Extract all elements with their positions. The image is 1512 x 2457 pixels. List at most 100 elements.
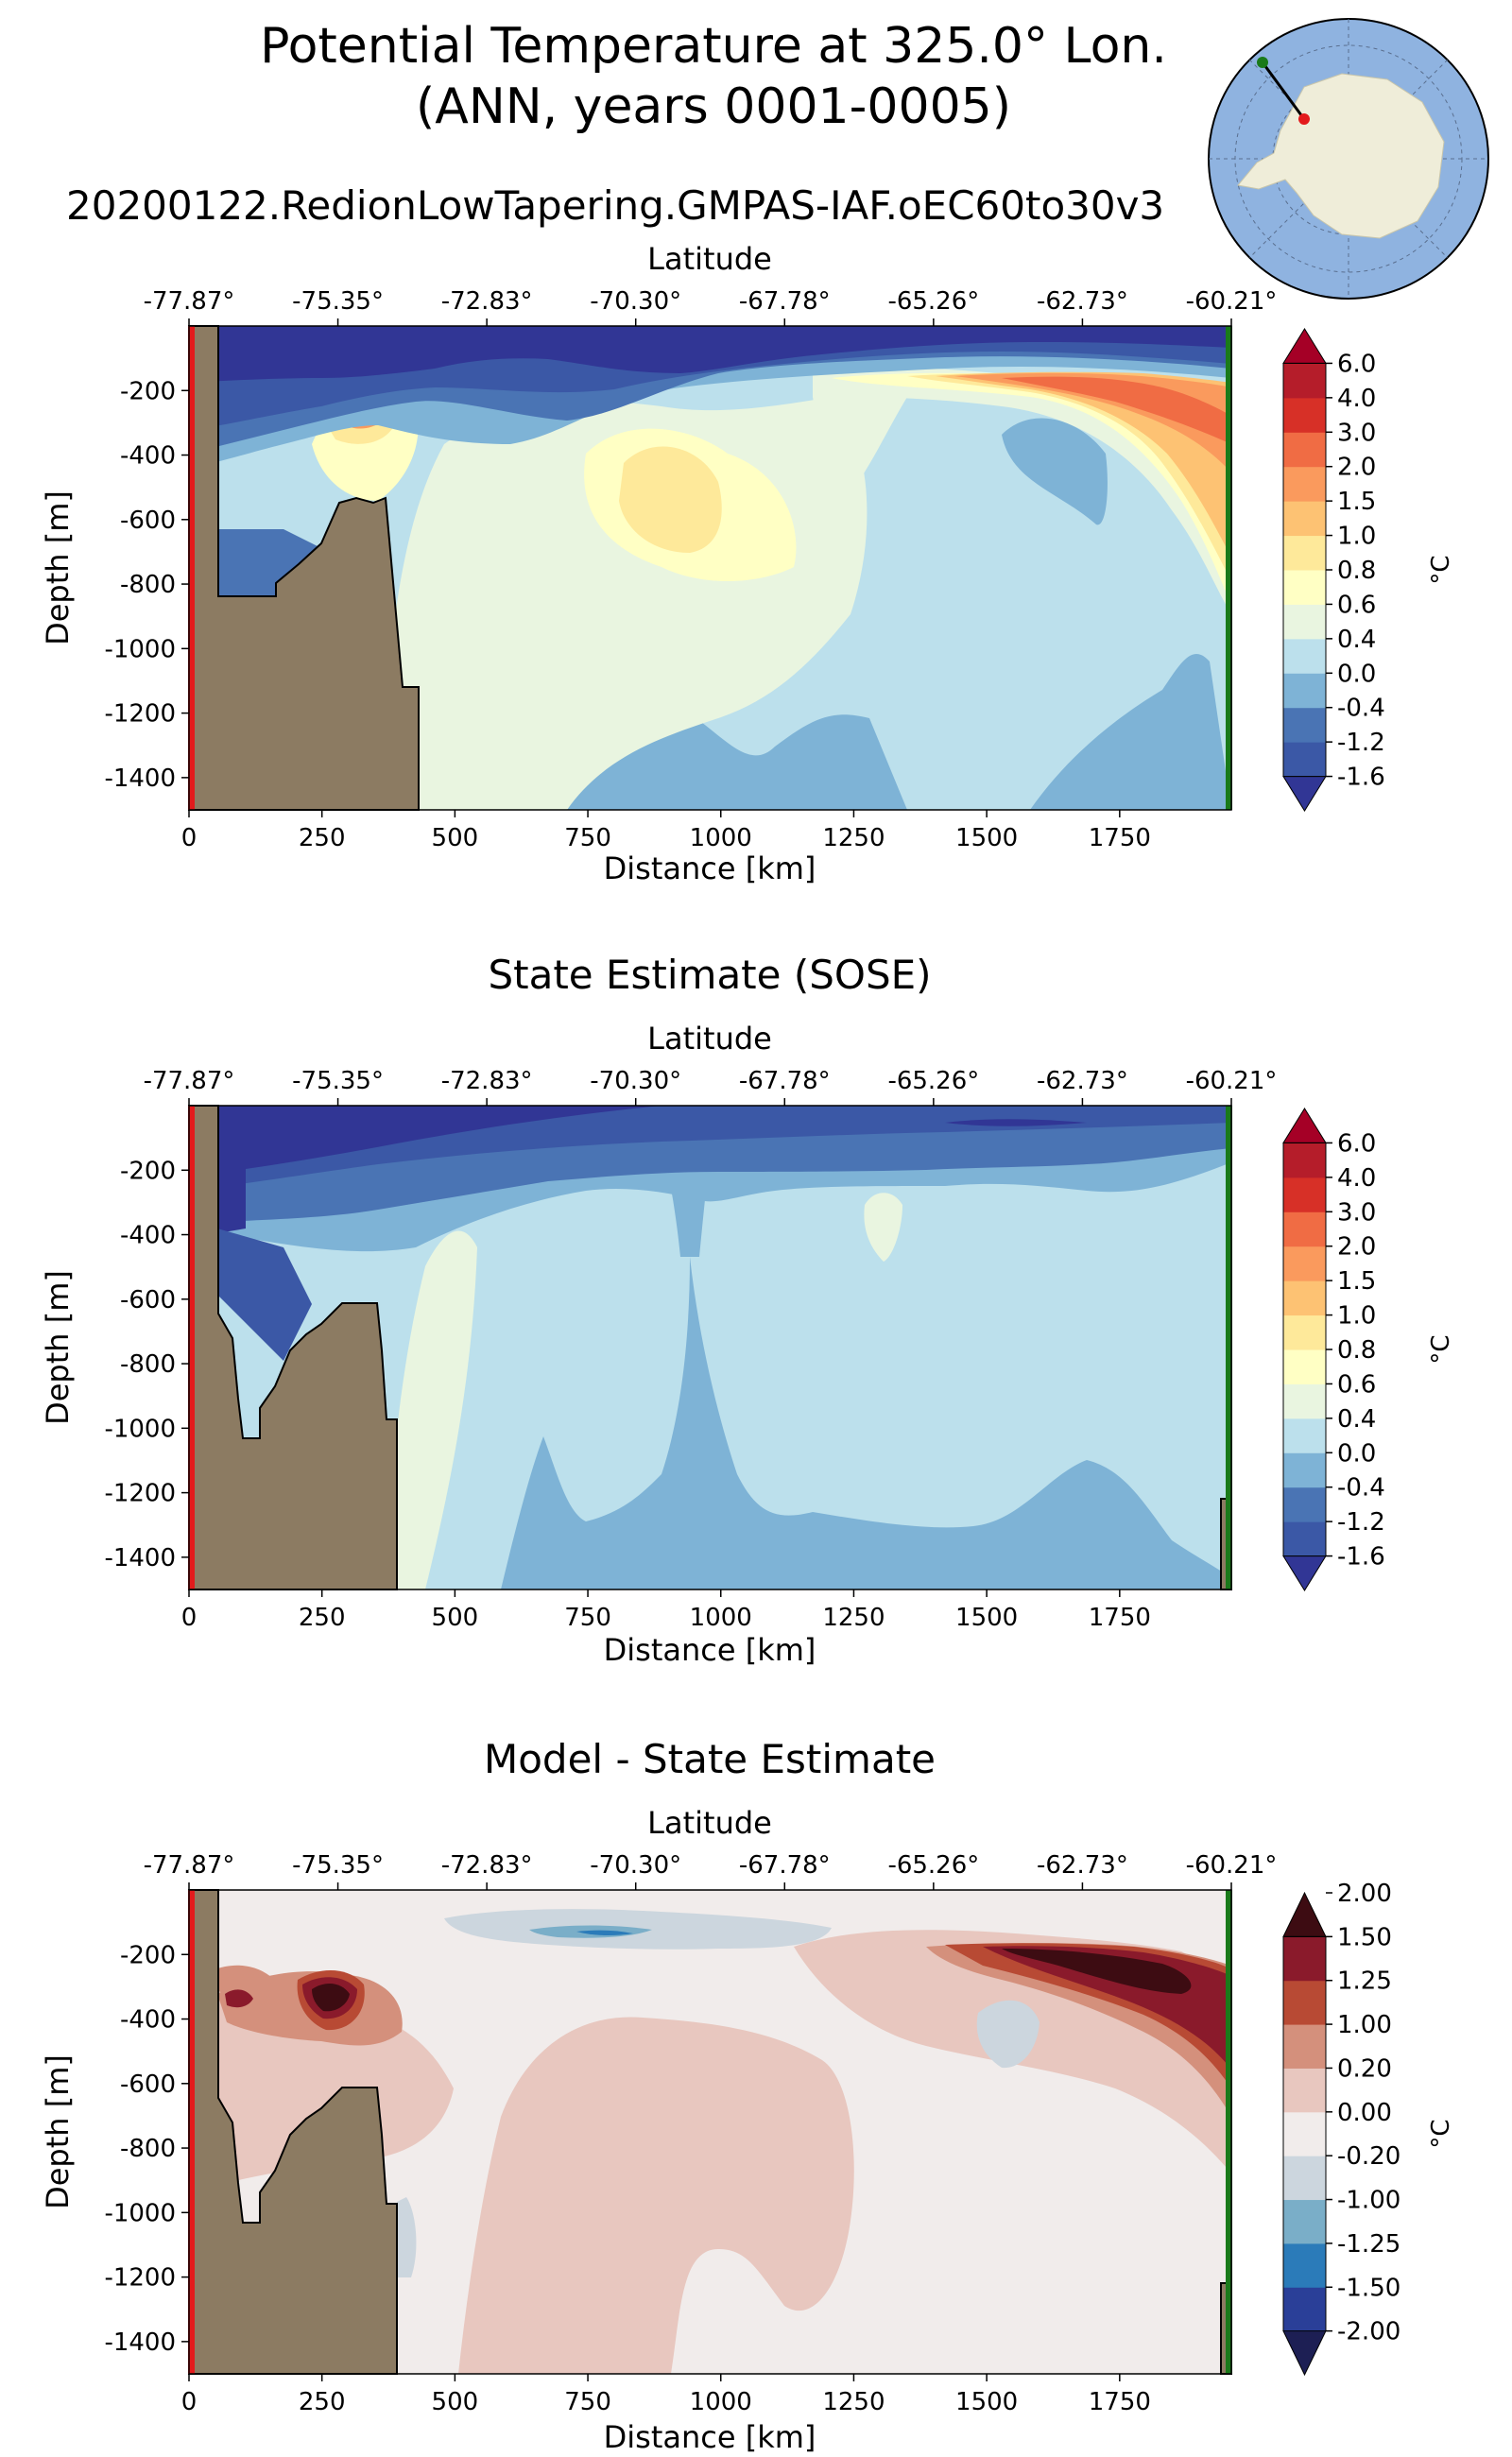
x-axis-label: Distance [km] [604, 2419, 816, 2455]
colorbar-tick-label: 0.0 [1337, 1439, 1376, 1468]
y-tick-label: -800 [120, 571, 176, 599]
section-end-marker [1257, 57, 1268, 68]
x-tick-label: 250 [299, 1604, 346, 1632]
section-start-line [188, 1106, 195, 1589]
colorbar-swatch [1283, 2287, 1326, 2332]
x-tick-label: 1000 [690, 2388, 752, 2416]
y-tick-label: -600 [120, 507, 176, 535]
colorbar-swatch [1283, 673, 1326, 709]
bathymetry [188, 1889, 398, 2375]
section-end-line [1226, 326, 1232, 810]
colorbar-unit-label: °C [1427, 555, 1455, 584]
contour-band [189, 326, 1231, 383]
y-tick-label: -200 [120, 1941, 176, 1969]
x-tick-label: 500 [432, 1604, 479, 1632]
colorbar-swatch [1283, 1143, 1326, 1178]
y-tick-label: -400 [120, 2006, 176, 2035]
colorbar-swatch [1283, 1349, 1326, 1384]
panel-title: Model - State Estimate [484, 1736, 936, 1782]
inset-map [1208, 18, 1489, 300]
x-tick-label: 750 [564, 1604, 611, 1632]
latitude-tick-label: -65.26° [887, 287, 979, 316]
colorbar-swatch [1283, 1177, 1326, 1212]
colorbar-tick-label: -0.4 [1337, 1474, 1385, 1503]
figure-title-line1: Potential Temperature at 325.0° Lon. [260, 18, 1167, 75]
plot-frame [188, 1105, 1232, 1590]
colorbar-swatch [1283, 1211, 1326, 1247]
colorbar-tick-label: 3.0 [1337, 1198, 1376, 1227]
antarctica-landmass [1237, 73, 1445, 239]
panel-title: State Estimate (SOSE) [488, 952, 931, 998]
latitude-tick-label: -77.87° [144, 1851, 235, 1880]
run-name: 20200122.RedionLowTapering.GMPAS-IAF.oEC… [66, 182, 1164, 229]
y-tick-label: -1200 [104, 700, 176, 729]
section-start-marker [1298, 113, 1310, 125]
contour-band [458, 2017, 854, 2374]
colorbar-frame [1282, 1935, 1327, 2332]
section-end-line [1226, 1890, 1232, 2374]
x-tick-label: 500 [432, 824, 479, 852]
colorbar-swatch [1283, 1521, 1326, 1557]
x-tick-label: 1000 [690, 1604, 752, 1632]
contour-band [1030, 653, 1231, 810]
x-tick-label: 750 [564, 2388, 611, 2416]
colorbar-swatch [1283, 638, 1326, 674]
colorbar-tick-label: -1.6 [1337, 764, 1385, 792]
colorbar-tick-label: 0.4 [1337, 1405, 1376, 1434]
bathymetry [188, 1105, 398, 1590]
latitude-tick-label: -60.21° [1186, 1067, 1278, 1095]
colorbar-tick-label: 3.0 [1337, 419, 1376, 447]
x-axis-label: Distance [km] [604, 850, 816, 886]
contour-band [312, 1983, 350, 2012]
y-tick-label: -800 [120, 2135, 176, 2163]
colorbar-extend-min [1282, 776, 1327, 812]
colorbar-tick-label: 0.8 [1337, 1336, 1376, 1365]
latitude-tick-label: -70.30° [590, 1851, 681, 1880]
y-tick-label: -400 [120, 442, 176, 471]
y-tick-label: -200 [120, 377, 176, 405]
latitude-tick-label: -75.35° [292, 287, 384, 316]
y-tick-label: -1200 [104, 2264, 176, 2293]
colorbar-extend-min [1282, 1555, 1327, 1591]
colorbar-swatch [1283, 1314, 1326, 1350]
colorbar-swatch [1283, 535, 1326, 571]
contour-band [1002, 418, 1108, 525]
latitude-tick-label: -77.87° [144, 287, 235, 316]
latitude-tick-label: -62.73° [1037, 1067, 1128, 1095]
latitude-tick-label: -75.35° [292, 1851, 384, 1880]
colorbar-tick-label: 0.4 [1337, 626, 1376, 654]
contour-band [976, 2000, 1040, 2069]
colorbar-tick-label: -0.20 [1337, 2142, 1400, 2171]
colorbar-tick-label: 1.25 [1337, 1967, 1392, 1996]
colorbar-swatch [1283, 1452, 1326, 1488]
x-tick-label: 0 [181, 1604, 198, 1632]
latitude-tick-label: -65.26° [887, 1851, 979, 1880]
y-tick-label: -600 [120, 1286, 176, 1314]
top-axis-label: Latitude [647, 1021, 772, 1057]
colorbar-tick-label: -1.6 [1337, 1543, 1385, 1572]
contour-band [225, 1989, 253, 2008]
colorbar-tick-label: 2.00 [1337, 1880, 1392, 1908]
contour-band [576, 1930, 633, 1936]
contour-band [1002, 376, 1231, 444]
latitude-tick-label: -70.30° [590, 1067, 681, 1095]
x-tick-label: 1000 [690, 824, 752, 852]
colorbar-tick-label: 1.50 [1337, 1923, 1392, 1951]
y-tick-label: -400 [120, 1222, 176, 1250]
x-tick-label: 1750 [1089, 1604, 1151, 1632]
colorbar-tick-label: 0.00 [1337, 2099, 1392, 2127]
section-start-line [188, 326, 195, 810]
x-tick-label: 500 [432, 2388, 479, 2416]
y-tick-label: -600 [120, 2070, 176, 2099]
x-tick-label: 0 [181, 2388, 198, 2416]
contour-band [501, 1257, 1231, 1589]
colorbar-swatch [1283, 432, 1326, 468]
temperature-field [189, 326, 1231, 810]
colorbar-tick-label: 0.6 [1337, 1370, 1376, 1399]
y-tick-label: -200 [120, 1157, 176, 1185]
colorbar-tick-label: 1.5 [1337, 1267, 1376, 1296]
colorbar-swatch [1283, 570, 1326, 605]
y-tick-label: -1200 [104, 1480, 176, 1508]
contour-band [813, 379, 907, 510]
